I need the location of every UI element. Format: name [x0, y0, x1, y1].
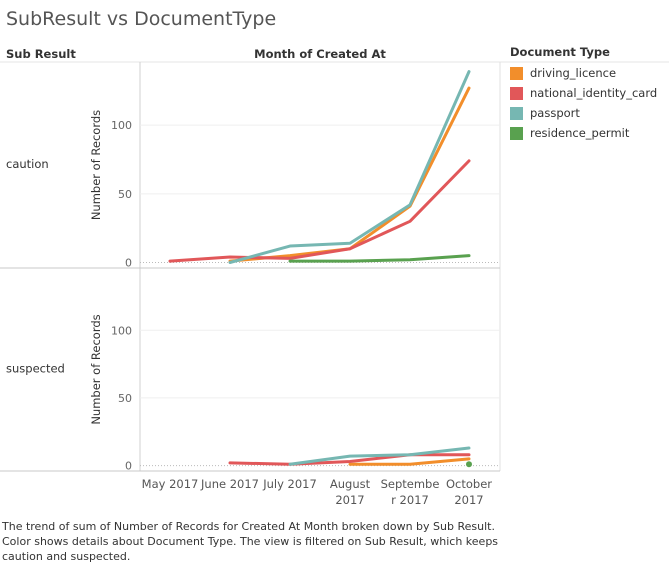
y-tick-label: 50 [118, 392, 132, 405]
x-tick-label: June 2017 [200, 477, 259, 491]
y-axis-title: Number of Records [89, 110, 103, 220]
y-tick-label: 0 [125, 257, 132, 270]
series-point-residence-permit [466, 461, 472, 468]
legend-label: residence_permit [530, 126, 630, 140]
series-line-residence-permit [288, 254, 471, 263]
chart-caption: The trend of sum of Number of Records fo… [2, 520, 499, 563]
legend-swatch [510, 106, 523, 120]
legend: Document Type driving_licence national_i… [510, 45, 657, 143]
series-line-driving-licence [228, 86, 471, 263]
x-tick-label: r 2017 [391, 493, 429, 507]
x-tick-label: July 2017 [262, 477, 317, 491]
column-header: Month of Created At [254, 47, 386, 61]
legend-swatch [510, 126, 523, 140]
series-line-passport [228, 70, 471, 265]
x-tick-label: May 2017 [142, 477, 199, 491]
y-tick-label: 100 [111, 119, 132, 132]
legend-item-driving-licence[interactable]: driving_licence [510, 63, 657, 83]
legend-item-passport[interactable]: passport [510, 103, 657, 123]
legend-item-residence-permit[interactable]: residence_permit [510, 123, 657, 143]
legend-swatch [510, 86, 523, 100]
row-label-suspected: suspected [6, 362, 65, 376]
legend-swatch [510, 66, 523, 80]
series-line-passport [288, 446, 471, 466]
x-tick-label: 2017 [335, 493, 364, 507]
x-tick-label: Septembe [381, 477, 440, 491]
x-tick-label: 2017 [454, 493, 483, 507]
series-line-national-identity-card [228, 453, 471, 466]
y-tick-label: 100 [111, 324, 132, 337]
legend-item-national-identity-card[interactable]: national_identity_card [510, 83, 657, 103]
row-header: Sub Result [6, 47, 76, 61]
y-axis-title: Number of Records [89, 314, 103, 424]
series-line-national-identity-card [168, 159, 471, 263]
series-line-driving-licence [348, 457, 471, 466]
x-tick-label: October [446, 477, 492, 491]
legend-label: passport [530, 106, 580, 120]
x-tick-label: August [330, 477, 371, 491]
legend-title: Document Type [510, 45, 610, 59]
chart-title: SubResult vs DocumentType [6, 8, 277, 30]
row-label-caution: caution [6, 157, 49, 171]
y-tick-label: 0 [125, 460, 132, 473]
legend-label: driving_licence [530, 66, 617, 80]
y-tick-label: 50 [118, 188, 132, 201]
legend-label: national_identity_card [530, 86, 658, 100]
